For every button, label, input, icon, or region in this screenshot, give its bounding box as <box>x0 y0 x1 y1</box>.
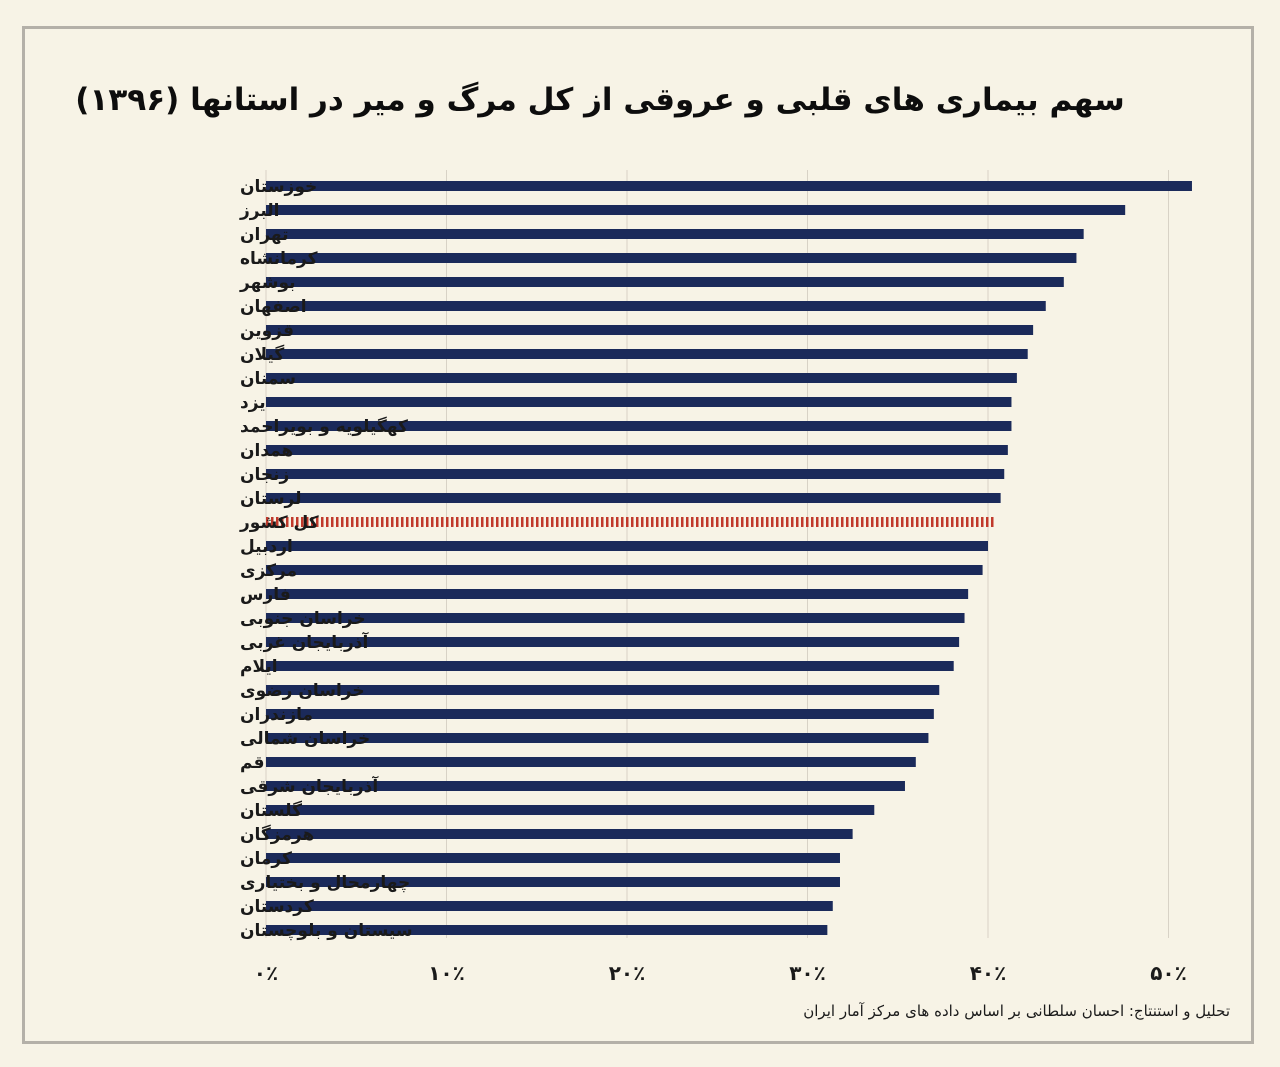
bar <box>266 901 833 911</box>
category-label: کردستان <box>240 897 314 917</box>
bar <box>266 757 916 767</box>
category-label: آذربایجان غربی <box>240 631 369 653</box>
category-label: خراسان رضوی <box>240 681 365 701</box>
category-label: همدان <box>240 441 293 461</box>
x-tick-label: ۳۰٪ <box>789 961 826 985</box>
category-label: خراسان جنوبی <box>240 609 366 629</box>
category-label: اصفهان <box>240 297 307 317</box>
bar <box>266 301 1046 311</box>
category-label: کرمانشاه <box>240 249 318 269</box>
x-tick-label: ۴۰٪ <box>970 961 1007 985</box>
category-label: چهارمحال و بختیاری <box>240 873 410 893</box>
bar <box>266 781 905 791</box>
x-tick-label: ۲۰٪ <box>609 961 646 985</box>
bar <box>266 685 940 695</box>
bar <box>266 637 960 647</box>
category-label: قزوین <box>240 321 294 341</box>
category-label: سمنان <box>240 369 296 389</box>
bar <box>266 349 1028 359</box>
bar <box>266 925 828 935</box>
bar <box>266 565 983 575</box>
category-label: ایلام <box>240 657 278 677</box>
bar <box>266 253 1077 263</box>
bar <box>266 541 988 551</box>
bar <box>266 325 1034 335</box>
category-label: کرمان <box>240 849 292 869</box>
x-tick-label: ۵۰٪ <box>1150 961 1187 985</box>
source-note: تحلیل و استنتاج: احسان سلطانی بر اساس دا… <box>803 1002 1230 1020</box>
category-label: آذربایجان شرقی <box>240 775 379 797</box>
category-label: سیستان و بلوچستان <box>240 921 413 941</box>
category-label: کل کشور <box>239 513 319 533</box>
chart-frame <box>22 26 1254 1044</box>
bar <box>266 661 954 671</box>
bar <box>266 805 875 815</box>
bar <box>266 589 969 599</box>
category-label: گیلان <box>240 344 284 365</box>
category-label: تهران <box>240 225 289 245</box>
bar <box>266 733 929 743</box>
x-tick-label: ۱۰٪ <box>428 961 465 985</box>
bar <box>266 181 1192 191</box>
category-label: گلستان <box>240 800 302 821</box>
bar <box>266 277 1064 287</box>
bar <box>266 229 1084 239</box>
bar <box>266 853 840 863</box>
category-label: مرکزی <box>240 561 297 581</box>
bar <box>266 877 840 887</box>
bar <box>266 469 1005 479</box>
bar <box>266 709 934 719</box>
bar <box>266 397 1012 407</box>
bar <box>266 829 853 839</box>
bar <box>266 373 1017 383</box>
category-label: کهگیلویه و بویراحمد <box>240 416 408 437</box>
category-label: یزد <box>240 393 266 413</box>
bar <box>266 421 1012 431</box>
chart-title: سهم بیماری های قلبی و عروقی از کل مرگ و … <box>75 82 1125 118</box>
category-label: خوزستان <box>240 177 317 197</box>
category-label: قم <box>240 753 264 773</box>
category-label: اردبیل <box>240 537 293 557</box>
bar <box>266 205 1126 215</box>
category-label: مازندران <box>240 705 313 725</box>
category-label: لرستان <box>240 489 302 509</box>
bar <box>266 613 965 623</box>
x-tick-label: ۰٪ <box>254 961 278 985</box>
bar <box>266 493 1001 503</box>
category-label: فارس <box>240 585 291 605</box>
category-label: هرمزگان <box>240 824 314 845</box>
category-label: زنجان <box>240 465 289 485</box>
bar <box>266 445 1008 455</box>
category-label: خراسان شمالی <box>240 729 370 749</box>
category-label: البرز <box>239 201 280 221</box>
category-label: بوشهر <box>239 273 296 293</box>
